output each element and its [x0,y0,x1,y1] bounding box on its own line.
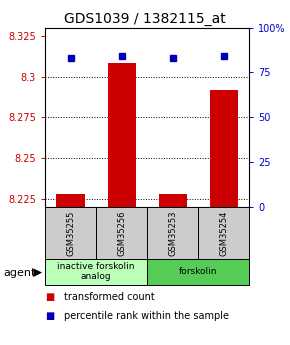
Bar [45,259,147,285]
Polygon shape [33,268,42,277]
Bar [159,194,187,207]
Bar [108,63,136,207]
Text: GDS1039 / 1382115_at: GDS1039 / 1382115_at [64,12,226,26]
Text: ■: ■ [45,292,54,302]
Text: GSM35255: GSM35255 [66,210,75,256]
Text: inactive forskolin
analog: inactive forskolin analog [57,262,135,282]
Text: transformed count: transformed count [64,292,155,302]
Bar [147,207,198,259]
Text: GSM35254: GSM35254 [219,210,228,256]
Text: forskolin: forskolin [179,267,218,276]
Bar [96,207,147,259]
Bar [198,207,249,259]
Bar [210,90,238,207]
Bar [45,207,96,259]
Bar [147,259,249,285]
Text: percentile rank within the sample: percentile rank within the sample [64,311,229,321]
Text: agent: agent [3,268,35,277]
Text: ■: ■ [45,311,54,321]
Text: GSM35253: GSM35253 [168,210,177,256]
Bar [57,194,85,207]
Text: GSM35256: GSM35256 [117,210,126,256]
